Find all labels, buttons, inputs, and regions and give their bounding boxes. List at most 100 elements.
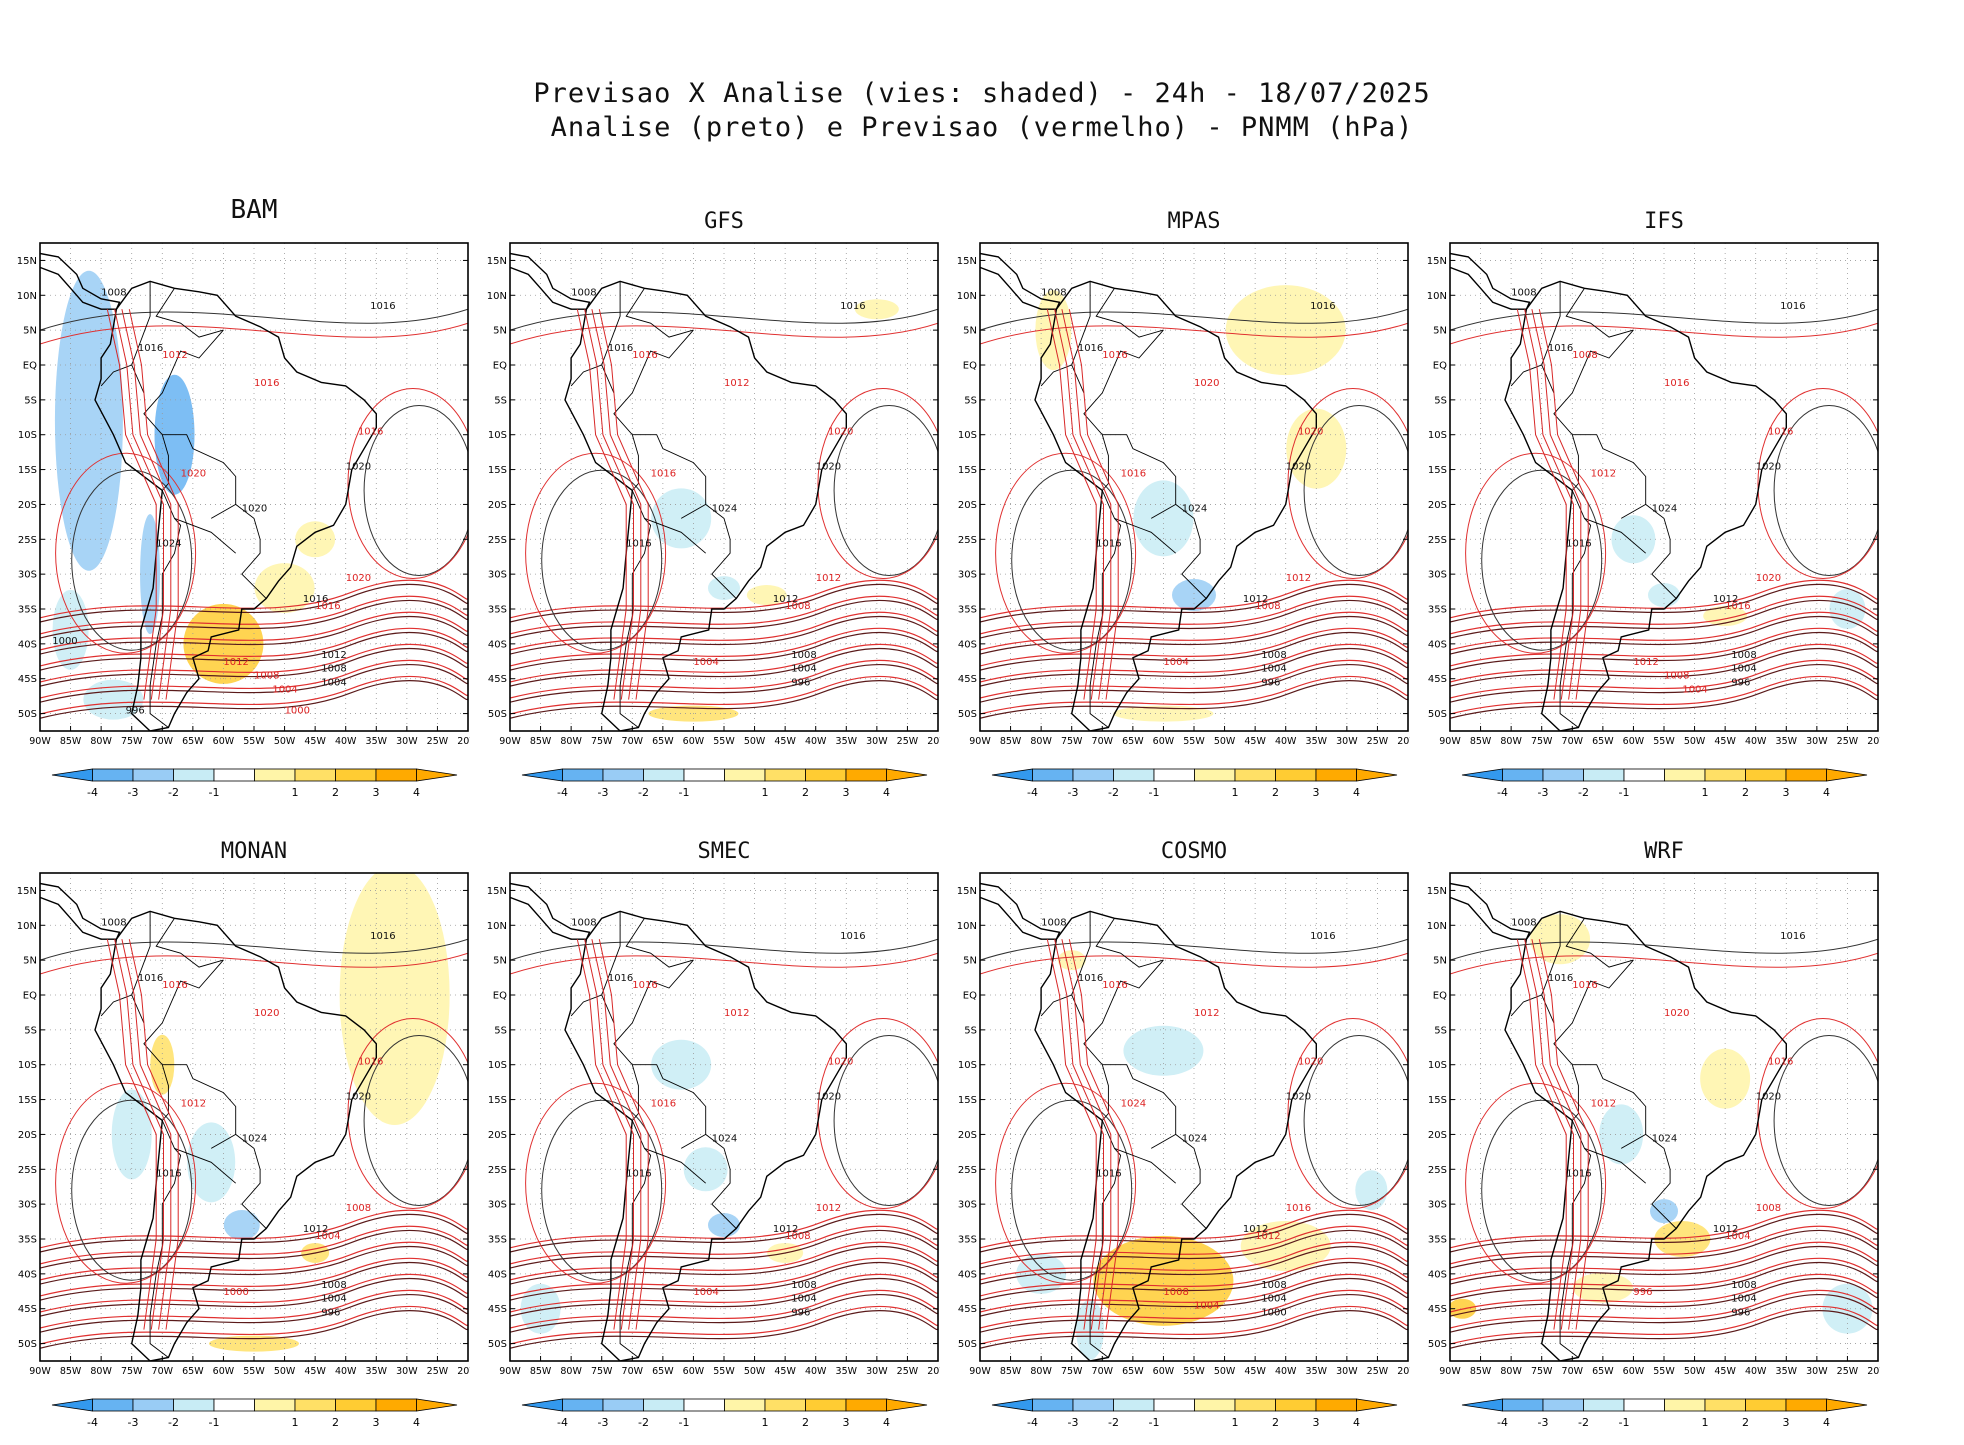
isobar-line — [510, 1262, 938, 1301]
country-border — [155, 918, 224, 968]
country-border — [1089, 490, 1122, 728]
analysis-isobar-label: 996 — [1261, 678, 1280, 689]
isobar-line — [40, 616, 468, 655]
colorbar-label: 3 — [1783, 1416, 1790, 1429]
lat-tick-label: 15N — [957, 886, 977, 897]
lat-tick-label: 30S — [488, 1200, 507, 1211]
colorbar-swatch — [51, 768, 93, 782]
analysis-isobar-label: 1012 — [1243, 594, 1268, 605]
isobar-line — [1531, 309, 1582, 700]
isobar-line — [40, 1230, 468, 1269]
country-border — [100, 364, 145, 394]
country-border — [619, 1120, 652, 1358]
lat-tick-label: 10S — [958, 430, 977, 441]
lat-tick-label: 50S — [18, 1339, 37, 1350]
lon-tick-label: 55W — [243, 1366, 265, 1377]
colorbar-label: -3 — [128, 1416, 139, 1429]
lon-tick-label: 80W — [560, 1366, 582, 1377]
analysis-isobar-label: 1008 — [791, 650, 816, 661]
analysis-isobar-label: 1024 — [1182, 503, 1207, 514]
bias-shading — [223, 1210, 260, 1241]
lat-tick-label: EQ — [23, 991, 37, 1002]
isobar-line — [1516, 309, 1567, 700]
colorbar-label: 3 — [1783, 786, 1790, 799]
isobar-line — [1481, 1099, 1603, 1281]
lon-tick-label: 60W — [683, 736, 705, 747]
colorbar-label: -2 — [638, 1416, 649, 1429]
colorbar-swatch — [335, 1398, 377, 1412]
lon-tick-label: 35W — [1306, 1366, 1328, 1377]
isobar-line — [40, 1225, 468, 1265]
colorbar-label: 1 — [292, 1416, 299, 1429]
country-border — [644, 517, 706, 554]
lon-tick-label: 70W — [152, 736, 174, 747]
analysis-isobar-label: 996 — [1731, 1308, 1750, 1319]
isobar-line — [1450, 1262, 1878, 1301]
lon-tick-label: 55W — [1183, 736, 1205, 747]
isobar-line — [510, 676, 938, 715]
lon-tick-label: 65W — [1122, 736, 1144, 747]
lon-tick-label: 35W — [1776, 1366, 1798, 1377]
lat-tick-label: 40S — [488, 1269, 507, 1280]
country-border — [1565, 918, 1634, 968]
forecast-isobar-label: 1012 — [1194, 1008, 1219, 1019]
lon-tick-label: 70W — [1562, 1366, 1584, 1377]
lat-tick-label: 15S — [18, 465, 37, 476]
colorbar-swatch — [886, 768, 928, 782]
colorbar-swatch — [886, 1398, 928, 1412]
coastline — [510, 882, 591, 940]
isobar-line — [980, 595, 1408, 635]
forecast-isobar-label: 1016 — [651, 1099, 676, 1110]
isobar-line — [1450, 583, 1878, 623]
lon-tick-label: 30W — [1336, 1366, 1358, 1377]
colorbar-label: -1 — [679, 786, 690, 799]
lon-tick-label: 40W — [805, 736, 827, 747]
colorbar-swatch — [1502, 1398, 1544, 1412]
lon-tick-label: 55W — [1653, 736, 1675, 747]
isobar-line — [128, 309, 179, 700]
colorbar-label: -4 — [1027, 786, 1038, 799]
analysis-isobar-label: 1020 — [816, 1092, 841, 1103]
colorbar-label: 2 — [1272, 1416, 1279, 1429]
colorbar-swatch — [805, 1398, 847, 1412]
isobar-line — [1046, 309, 1097, 700]
lon-tick-label: 75W — [1061, 736, 1083, 747]
lat-tick-label: 40S — [18, 1269, 37, 1280]
isobar-line — [598, 309, 649, 700]
lon-tick-label: 65W — [182, 736, 204, 747]
isobar-line — [1450, 680, 1878, 719]
colorbar-swatch — [1461, 1398, 1503, 1412]
lon-tick-label: 75W — [1061, 1366, 1083, 1377]
lon-tick-label: 80W — [1030, 1366, 1052, 1377]
isobar-line — [1450, 1273, 1878, 1313]
isobar-line — [40, 659, 468, 699]
isobar-line — [1450, 616, 1878, 655]
lon-tick-label: 35W — [366, 1366, 388, 1377]
map-panel-smec: SMEC 1008 1016 1016 1020 1024 1016 1012 1008 1004… — [470, 825, 940, 1445]
colorbar-label: -4 — [87, 786, 98, 799]
lon-tick-label: 80W — [1500, 1366, 1522, 1377]
isobar-line — [1011, 1099, 1133, 1281]
colorbar-swatch — [416, 768, 458, 782]
coastline — [1450, 252, 1531, 310]
lat-tick-label: 45S — [1428, 674, 1447, 685]
isobar-line — [980, 632, 1408, 671]
coastline — [40, 882, 121, 940]
colorbar-label: -4 — [1497, 1416, 1508, 1429]
isobar-line — [1011, 469, 1133, 651]
lat-tick-label: 45S — [958, 1304, 977, 1315]
colorbar-label: 2 — [332, 1416, 339, 1429]
lon-tick-label: 40W — [805, 1366, 827, 1377]
lon-tick-label: 45W — [1714, 1366, 1736, 1377]
isobar-line — [995, 1082, 1137, 1284]
colorbar-swatch — [1664, 768, 1706, 782]
analysis-isobar-label: 1008 — [1731, 650, 1756, 661]
isobar-line — [40, 1294, 468, 1333]
lat-tick-label: 40S — [488, 639, 507, 650]
country-border — [1114, 1147, 1176, 1184]
country-border — [1571, 1064, 1579, 1121]
lat-tick-label: 35S — [488, 605, 507, 616]
isobar-line — [980, 1241, 1408, 1281]
isobar-line — [833, 1035, 938, 1206]
bias-shading — [1650, 1199, 1678, 1224]
